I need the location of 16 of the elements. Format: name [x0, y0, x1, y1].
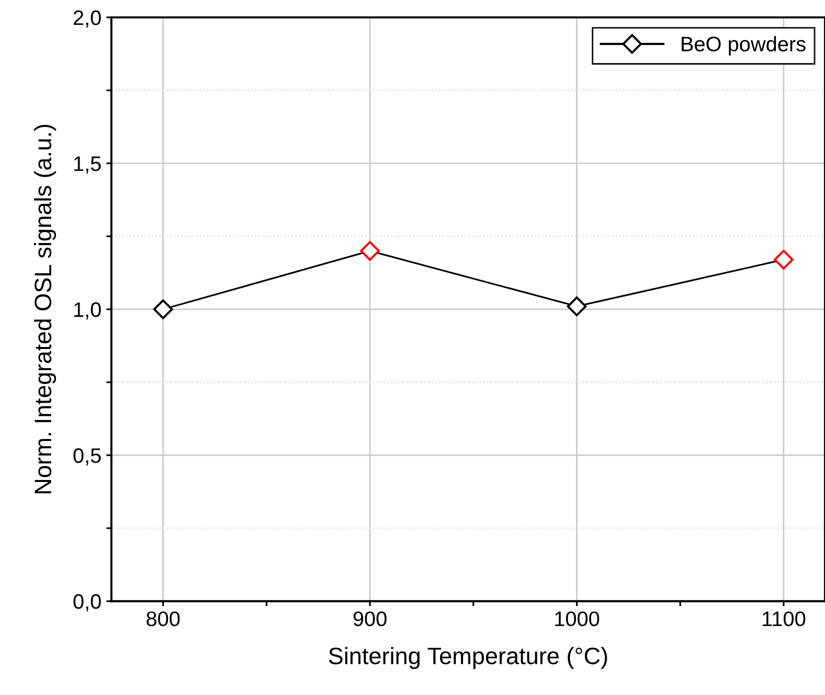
point — [153, 299, 173, 320]
x-tick-label: 800 — [146, 611, 180, 626]
point — [566, 296, 587, 316]
y-tick-label: 0,5 — [74, 448, 101, 466]
y-tick-label: 1,0 — [74, 302, 101, 320]
y-tick-label: 0,0 — [74, 594, 101, 612]
point — [774, 250, 794, 270]
x-tick-label: 900 — [354, 611, 386, 626]
y-tick-label: 2,0 — [74, 10, 101, 28]
x-axis-title: Sintering Temperature (°C) — [328, 646, 608, 669]
x-tick-label: 1000 — [555, 611, 600, 626]
y-axis-title: Norm. Integrated OSL signals (a.u.) — [34, 124, 56, 494]
legend-label: BeO powders — [682, 36, 806, 56]
y-tick-label: 1,5 — [74, 156, 101, 174]
x-tick-label: 1100 — [762, 611, 806, 626]
point — [360, 241, 380, 261]
